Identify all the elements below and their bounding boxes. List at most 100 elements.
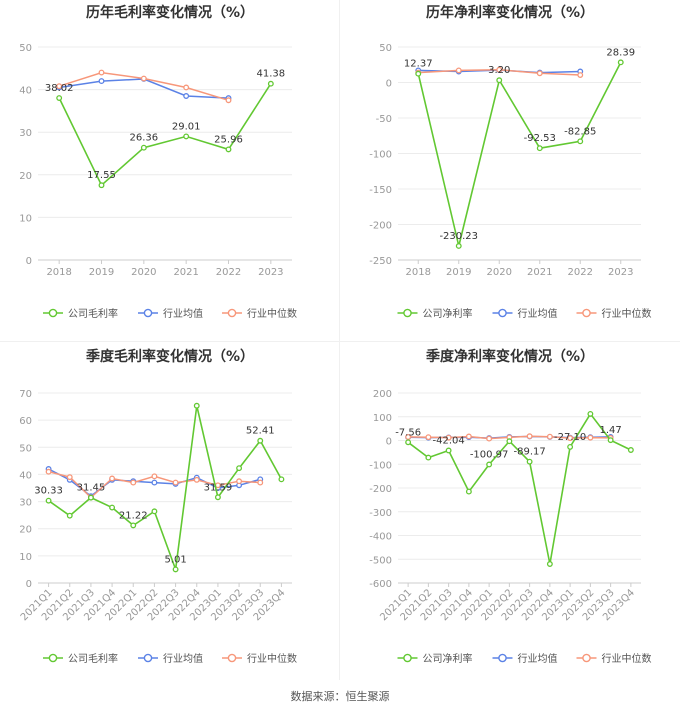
data-point: [267, 80, 274, 87]
series-industry-median: [56, 69, 232, 104]
legend-label: 行业中位数: [602, 307, 652, 320]
x-tick-label: 2020: [487, 267, 512, 278]
legend-label: 公司毛利率: [68, 652, 118, 665]
data-point: [172, 566, 179, 573]
y-tick-label: 100: [373, 413, 392, 424]
data-point: [278, 476, 285, 483]
data-point: [587, 410, 594, 417]
data-point: [56, 83, 63, 90]
legend-swatch-dot: [48, 653, 58, 663]
data-point: [455, 67, 462, 74]
data-point: [45, 497, 52, 504]
data-point: [425, 454, 432, 461]
data-label: 31.59: [204, 482, 233, 493]
data-source-note: 数据来源：恒生聚源: [290, 690, 390, 703]
legend-item: 行业均值: [492, 652, 558, 665]
data-point: [486, 461, 493, 468]
data-point: [151, 473, 158, 480]
data-point: [193, 402, 200, 409]
data-point: [140, 144, 147, 151]
data-label: 41.38: [257, 69, 286, 80]
series-company: 30.33 31.45 21.22 5.01 31.59 52.41: [34, 402, 285, 573]
x-tick-label: 2023: [608, 267, 633, 278]
chart-annual-net: 历年净利率变化情况（%） -250 -200 -150 -100 -50 0 50 2018 20…: [369, 4, 651, 320]
y-tick-label: 200: [373, 389, 392, 400]
y-tick-label: 40: [19, 470, 32, 481]
legend-swatch-dot: [227, 653, 237, 663]
x-tick-label: 2022: [216, 267, 241, 278]
legend: 公司净利率 行业均值 行业中位数: [397, 652, 652, 665]
data-label: -89.17: [514, 447, 546, 458]
y-tick-label: 20: [19, 171, 32, 182]
y-tick-label: 50: [19, 443, 32, 454]
legend-label: 公司净利率: [423, 307, 473, 320]
data-point: [465, 488, 472, 495]
data-label: 52.41: [246, 426, 275, 437]
legend-item: 公司净利率: [397, 307, 473, 320]
data-point: [183, 133, 190, 140]
data-point: [56, 95, 63, 101]
x-tick-label: 2020: [131, 267, 156, 278]
data-point: [151, 479, 158, 486]
legend-label: 行业均值: [518, 652, 558, 665]
data-point: [225, 97, 232, 104]
y-tick-label: 70: [19, 389, 32, 400]
legend-label: 公司净利率: [423, 652, 473, 665]
legend-swatch-dot: [143, 653, 153, 663]
chart-title: 季度净利率变化情况（%）: [425, 348, 594, 365]
y-tick-label: 20: [19, 525, 32, 536]
data-label: -230.23: [439, 231, 478, 242]
data-point: [130, 479, 137, 486]
y-tick-label: -500: [369, 555, 392, 566]
chart-quarterly-net: 季度净利率变化情况（%） -600 -500 -400 -300 -200 -100 0 100…: [369, 348, 651, 665]
y-tick-label: 10: [19, 213, 32, 224]
data-label: 30.33: [34, 486, 63, 497]
y-tick-label: 30: [19, 128, 32, 139]
series-line: [407, 412, 632, 565]
data-point: [257, 479, 264, 486]
y-tick-label: -100: [369, 460, 392, 471]
legend-label: 行业均值: [163, 652, 203, 665]
legend-label: 公司毛利率: [68, 307, 118, 320]
legend-label: 行业均值: [518, 307, 558, 320]
panel-divider-horizontal: [0, 341, 680, 342]
data-point: [425, 434, 432, 441]
chart-title: 历年毛利率变化情况（%）: [86, 4, 254, 21]
data-label: 38.02: [45, 83, 74, 94]
data-label: -100.97: [470, 449, 509, 460]
data-point: [627, 447, 634, 453]
data-point: [455, 243, 462, 249]
data-point: [567, 443, 574, 450]
data-label: -27.10: [554, 432, 586, 443]
series-line: [58, 83, 272, 187]
y-tick-label: -600: [369, 579, 392, 590]
legend-item: 行业中位数: [222, 652, 297, 665]
data-point: [496, 77, 503, 84]
data-point: [193, 476, 200, 483]
data-point: [567, 435, 574, 442]
data-point: [225, 146, 232, 153]
data-label: 1.47: [599, 425, 621, 436]
y-tick-label: 0: [386, 79, 392, 90]
legend-label: 行业均值: [163, 307, 203, 320]
data-point: [66, 512, 73, 519]
data-point: [151, 508, 158, 515]
legend-swatch-dot: [582, 653, 591, 663]
legend-item: 公司净利率: [397, 652, 473, 665]
x-tick-label: 2022: [568, 267, 593, 278]
legend-swatch-dot: [582, 308, 591, 318]
data-label: 25.96: [214, 134, 243, 145]
data-label: 29.01: [172, 121, 201, 132]
data-point: [405, 439, 412, 446]
y-tick-label: -100: [369, 150, 392, 161]
legend-item: 公司毛利率: [43, 307, 118, 320]
data-point: [617, 59, 624, 66]
data-point: [236, 465, 243, 472]
y-tick-label: 0: [26, 256, 32, 267]
data-point: [577, 72, 584, 78]
y-tick-label: 30: [19, 498, 32, 509]
data-point: [506, 438, 513, 445]
data-label: 3.20: [488, 65, 510, 76]
legend-item: 行业均值: [492, 307, 558, 320]
data-point: [183, 93, 190, 99]
